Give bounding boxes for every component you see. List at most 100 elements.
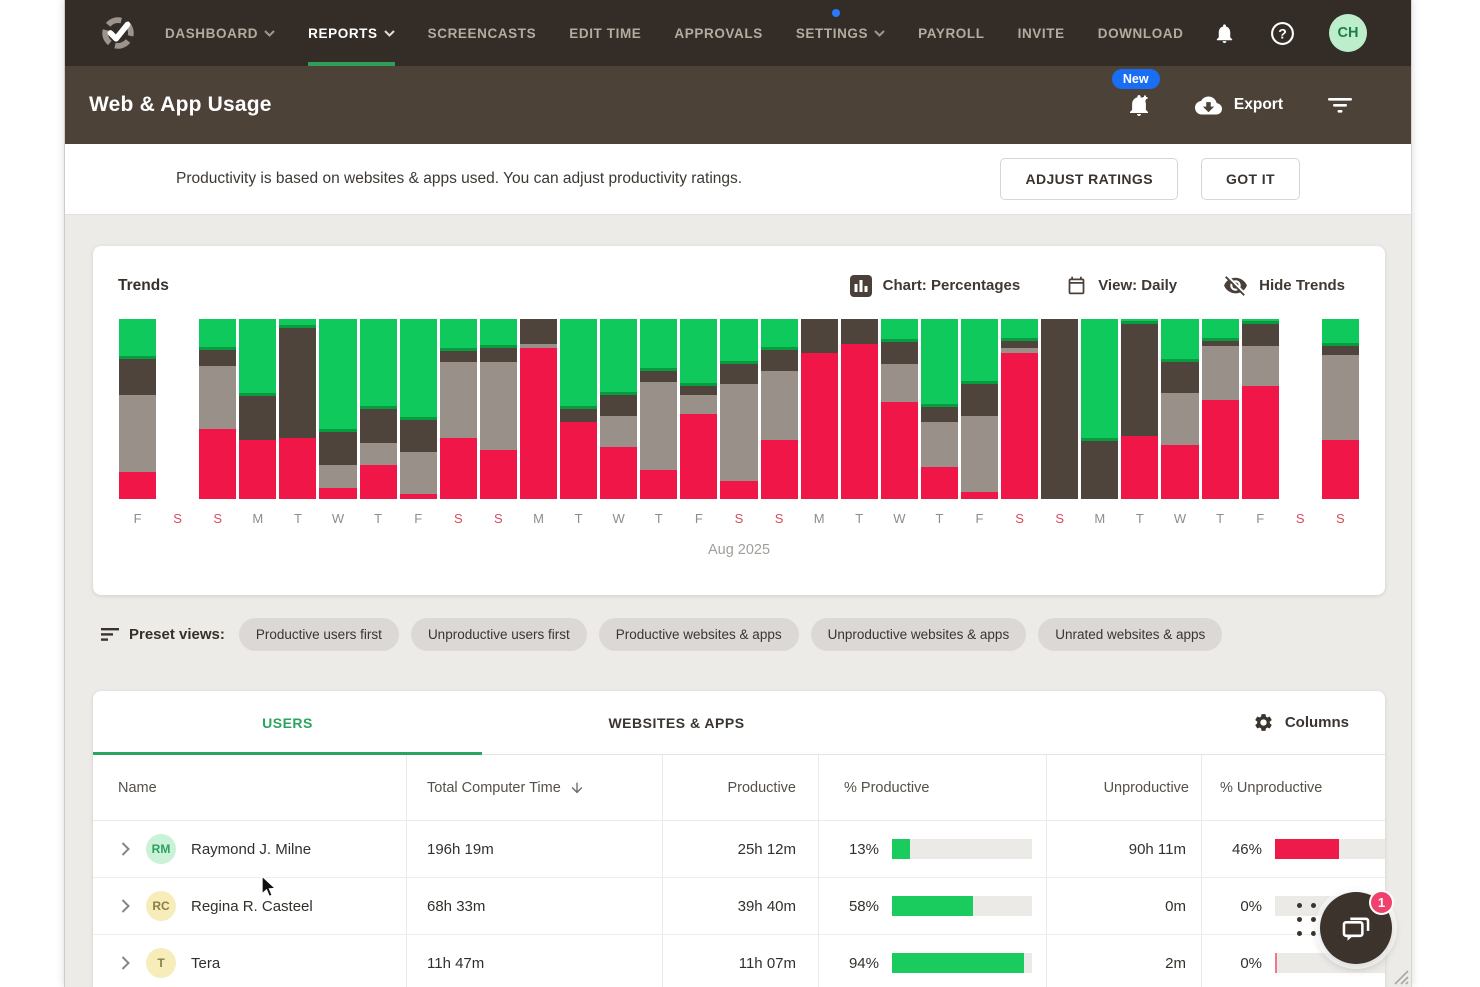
table-row[interactable]: RC Regina R. Casteel 68h 33m 39h 40m 58% 0m 0% — [93, 878, 1385, 935]
cell-unproductive: 90h 11m — [1046, 821, 1201, 877]
cell-total-computer-time: 68h 33m — [406, 878, 662, 934]
nav-item-screencasts[interactable]: SCREENCASTS — [428, 0, 537, 66]
notifications-bell-icon[interactable] — [1213, 22, 1236, 45]
cell-productive: 11h 07m — [662, 935, 818, 987]
nav-item-edit-time[interactable]: EDIT TIME — [569, 0, 641, 66]
column-header-pct-unproductive[interactable]: % Unproductive — [1201, 755, 1385, 820]
chart-bar-day-20[interactable] — [880, 319, 918, 499]
chart-bar-day-2[interactable] — [159, 319, 196, 499]
bar-segment-productive — [239, 319, 277, 397]
bar-segment-unproductive — [359, 464, 397, 499]
tab-websites-apps[interactable]: WEBSITES & APPS — [482, 691, 871, 754]
chart-bar-day-22[interactable] — [960, 319, 999, 499]
bar-segment-unproductive — [1241, 385, 1279, 499]
bar-segment-unproductive — [1161, 444, 1199, 499]
nav-item-dashboard[interactable]: DASHBOARD — [165, 0, 275, 66]
nav-item-approvals[interactable]: APPROVALS — [674, 0, 762, 66]
bar-segment-unproductive — [479, 450, 517, 499]
sort-descending-icon — [571, 782, 583, 793]
tab-users[interactable]: USERS — [93, 691, 482, 755]
chart-bar-day-24[interactable] — [1041, 319, 1079, 499]
widget-drag-handle[interactable] — [1297, 903, 1316, 936]
chart-bar-day-7[interactable] — [359, 319, 397, 499]
preset-chip-unrated-websites-apps[interactable]: Unrated websites & apps — [1038, 618, 1223, 651]
column-header-productive[interactable]: Productive — [662, 755, 818, 820]
nav-item-download[interactable]: DOWNLOAD — [1098, 0, 1184, 66]
bar-segment-unproductive — [239, 439, 277, 499]
chart-bar-day-14[interactable] — [640, 319, 678, 499]
chart-bar-day-31[interactable] — [1321, 319, 1359, 499]
table-row[interactable]: T Tera 11h 47m 11h 07m 94% 2m 0% — [93, 935, 1385, 987]
hide-trends-toggle[interactable]: Hide Trends — [1223, 273, 1345, 298]
columns-button[interactable]: Columns — [1253, 712, 1349, 733]
expand-chevron-icon[interactable] — [121, 899, 130, 913]
chart-bar-day-26[interactable] — [1121, 319, 1159, 499]
chart-bar-day-6[interactable] — [319, 319, 357, 499]
chart-mode-toggle[interactable]: Chart: Percentages — [849, 274, 1020, 297]
chart-bar-day-16[interactable] — [720, 319, 758, 499]
bar-segment-unrated — [359, 443, 397, 465]
chart-bar-day-25[interactable] — [1081, 319, 1119, 499]
chart-bar-day-3[interactable] — [199, 319, 237, 499]
preset-chip-productive-users-first[interactable]: Productive users first — [238, 618, 399, 651]
chart-bar-day-21[interactable] — [920, 319, 958, 499]
avatar: T — [146, 948, 176, 978]
chart-bar-day-23[interactable] — [1001, 319, 1039, 499]
chart-bar-day-4[interactable] — [239, 319, 277, 499]
window-resize-grip[interactable] — [1387, 963, 1409, 985]
column-header-total-computer-time[interactable]: Total Computer Time — [406, 755, 662, 820]
expand-chevron-icon[interactable] — [121, 842, 130, 856]
bar-segment-neutral — [359, 409, 397, 444]
export-button[interactable]: Export — [1194, 92, 1283, 119]
nav-item-settings[interactable]: SETTINGS — [796, 0, 885, 66]
chart-bar-day-18[interactable] — [800, 319, 838, 499]
chart-bar-day-8[interactable] — [399, 319, 437, 499]
bar-segment-unrated — [1241, 345, 1279, 386]
got-it-button[interactable]: GOT IT — [1200, 158, 1300, 200]
adjust-ratings-button[interactable]: ADJUST RATINGS — [1000, 158, 1178, 200]
chart-bar-day-28[interactable] — [1201, 319, 1239, 499]
preset-chip-unproductive-websites-apps[interactable]: Unproductive websites & apps — [810, 618, 1027, 651]
table-row[interactable]: RM Raymond J. Milne 196h 19m 25h 12m 13% 90h … — [93, 821, 1385, 878]
column-header-name[interactable]: Name — [118, 779, 157, 796]
chart-bar-day-29[interactable] — [1241, 319, 1279, 499]
bar-segment-neutral — [560, 409, 598, 422]
chart-bar-day-27[interactable] — [1161, 319, 1199, 499]
chart-bar-day-9[interactable] — [439, 319, 477, 499]
chart-bar-day-1[interactable] — [119, 319, 157, 499]
banner-message: Productivity is based on websites & apps… — [176, 170, 743, 187]
day-label: F — [1256, 511, 1265, 526]
chart-bar-day-10[interactable] — [479, 319, 517, 499]
help-icon[interactable]: ? — [1270, 21, 1295, 46]
bar-segment-neutral — [1161, 362, 1199, 393]
column-header-unproductive[interactable]: Unproductive — [1046, 755, 1201, 820]
user-avatar[interactable]: CH — [1329, 14, 1367, 52]
chart-bar-day-5[interactable] — [279, 319, 317, 499]
bar-segment-unrated — [960, 416, 999, 492]
view-mode-toggle[interactable]: View: Daily — [1066, 275, 1177, 296]
chart-bar-day-12[interactable] — [560, 319, 598, 499]
day-label: T — [293, 511, 302, 526]
nav-item-invite[interactable]: INVITE — [1018, 0, 1065, 66]
chart-bar-day-13[interactable] — [600, 319, 638, 499]
bar-segment-unproductive — [119, 471, 157, 499]
eye-off-icon — [1224, 276, 1248, 296]
chart-bar-day-15[interactable] — [680, 319, 718, 499]
day-label: T — [1135, 511, 1144, 526]
filter-icon[interactable] — [1327, 95, 1353, 115]
nav-item-reports[interactable]: REPORTS — [308, 0, 395, 66]
chart-bar-day-19[interactable] — [840, 319, 878, 499]
expand-chevron-icon[interactable] — [121, 956, 130, 970]
column-header-pct-productive[interactable]: % Productive — [818, 755, 1046, 820]
app-logo-icon[interactable] — [99, 14, 137, 52]
chart-bar-day-30[interactable] — [1282, 319, 1319, 499]
add-alert-bell-icon[interactable] — [1127, 93, 1151, 117]
chart-bar-day-11[interactable] — [519, 319, 558, 499]
chat-fab-button[interactable]: 1 — [1320, 890, 1394, 964]
chart-bar-day-17[interactable] — [760, 319, 798, 499]
nav-item-payroll[interactable]: PAYROLL — [918, 0, 984, 66]
bar-segment-neutral — [880, 342, 918, 364]
preset-chip-unproductive-users-first[interactable]: Unproductive users first — [410, 618, 587, 651]
preset-chip-productive-websites-apps[interactable]: Productive websites & apps — [598, 618, 799, 651]
notification-dot — [832, 9, 841, 17]
